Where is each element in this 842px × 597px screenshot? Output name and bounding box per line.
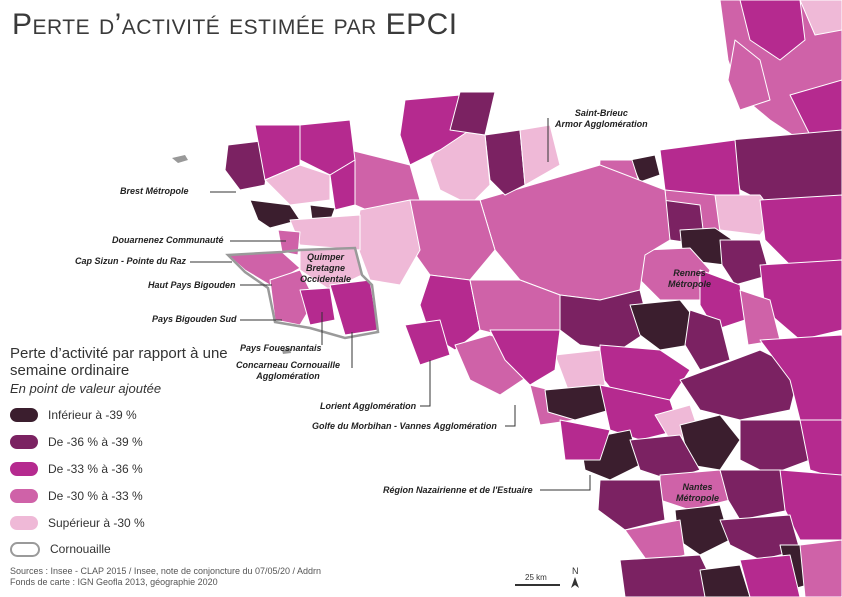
island [172, 155, 188, 163]
epci-region [289, 214, 361, 251]
epci-region [739, 0, 806, 61]
epci-region [719, 239, 771, 286]
legend-item: Inférieur à -39 % [10, 406, 137, 424]
epci-region [484, 129, 526, 196]
label-brest: Brest Métropole [120, 186, 189, 196]
legend-label: Supérieur à -30 % [48, 516, 145, 530]
epci-region [554, 349, 606, 396]
cornouaille-region [329, 279, 379, 336]
label-haut-pays-bigouden: Haut Pays Bigouden [148, 280, 236, 290]
epci-region [249, 199, 301, 229]
legend-swatch [10, 489, 38, 503]
cornouaille-outline [225, 246, 380, 340]
island [282, 348, 291, 354]
epci-region [699, 269, 746, 331]
legend-label: Inférieur à -39 % [48, 408, 137, 422]
legend-swatch [10, 541, 40, 557]
epci-region [679, 349, 801, 421]
epci-region [599, 384, 681, 441]
north-arrow-icon [571, 577, 579, 588]
epci-region [739, 419, 811, 476]
epci-region [354, 199, 421, 286]
label-golfe-morbihan: Golfe du Morbihan - Vannes Agglomération [312, 421, 497, 431]
label-pays-fouesnantais: Pays Fouesnantais [240, 343, 322, 353]
epci-region [264, 164, 331, 206]
legend-subtitle: En point de valeur ajoutée [10, 381, 162, 396]
epci-region [799, 419, 842, 481]
map-title: Perte d’activité estimée par EPCI [12, 8, 458, 41]
legend-item: De -36 % à -39 % [10, 433, 143, 451]
epci-region [779, 469, 842, 541]
label-lorient: Lorient Agglomération [320, 401, 417, 411]
epci-region [404, 319, 451, 366]
legend-label: De -33 % à -36 % [48, 462, 143, 476]
epci-region [759, 194, 842, 266]
legend-swatch [10, 462, 38, 476]
legend-label: Cornouaille [50, 542, 111, 556]
epci-region [799, 539, 842, 597]
label-pays-bigouden-sud: Pays Bigouden Sud [152, 314, 237, 324]
epci-region [789, 79, 842, 141]
label-nantes: Nantes Métropole [676, 482, 720, 503]
sources-line: Fonds de carte : IGN Geofla 2013, géogra… [10, 577, 218, 587]
epci-region [624, 519, 686, 566]
scale-label: 25 km [525, 573, 547, 582]
label-cap-sizun: Cap Sizun - Pointe du Raz [75, 256, 187, 266]
north-label: N [572, 566, 579, 576]
epci-region [449, 91, 496, 136]
epci-region [597, 479, 666, 531]
label-quimper: Quimper Bretagne Occidentale [300, 252, 352, 284]
epci-region [719, 514, 801, 561]
epci-region [684, 309, 731, 371]
cornouaille-region [299, 287, 336, 326]
legend-swatch [10, 516, 38, 530]
epci-region [559, 419, 611, 461]
epci-region [619, 554, 721, 597]
epci-region [739, 554, 801, 597]
legend-item: Cornouaille [10, 540, 111, 558]
epci-region [329, 159, 356, 211]
epci-region [489, 329, 561, 386]
epci-region [544, 384, 611, 421]
legend-item: Supérieur à -30 % [10, 514, 145, 532]
epci-region [799, 0, 842, 36]
legend-item: De -33 % à -36 % [10, 460, 143, 478]
legend-label: De -30 % à -33 % [48, 489, 143, 503]
label-saint-nazaire: Région Nazairienne et de l'Estuaire [383, 485, 533, 495]
sources-line: Sources : Insee - CLAP 2015 / Insee, not… [10, 566, 322, 576]
label-douarnenez: Douarnenez Communauté [112, 235, 224, 245]
label-concarneau: Concarneau Cornouaille Agglomération [236, 360, 341, 381]
legend-swatch [10, 435, 38, 449]
epci-region [277, 229, 301, 256]
sources: Sources : Insee - CLAP 2015 / Insee, not… [10, 566, 321, 588]
epci-region [559, 289, 651, 351]
label-saint-brieuc: Saint-Brieuc Armor Agglomération [555, 108, 648, 129]
label-rennes: Rennes Métropole [668, 268, 712, 289]
legend-item: De -30 % à -33 % [10, 487, 143, 505]
legend-title: Perte d’activité par rapport à une semai… [10, 345, 228, 379]
region-fills [224, 0, 842, 597]
epci-region [699, 564, 751, 597]
epci-region [519, 124, 561, 186]
leader-lines [190, 118, 591, 491]
epci-region [719, 469, 791, 521]
epci-region [727, 39, 771, 111]
legend-swatch [10, 408, 38, 422]
legend-label: De -36 % à -39 % [48, 435, 143, 449]
